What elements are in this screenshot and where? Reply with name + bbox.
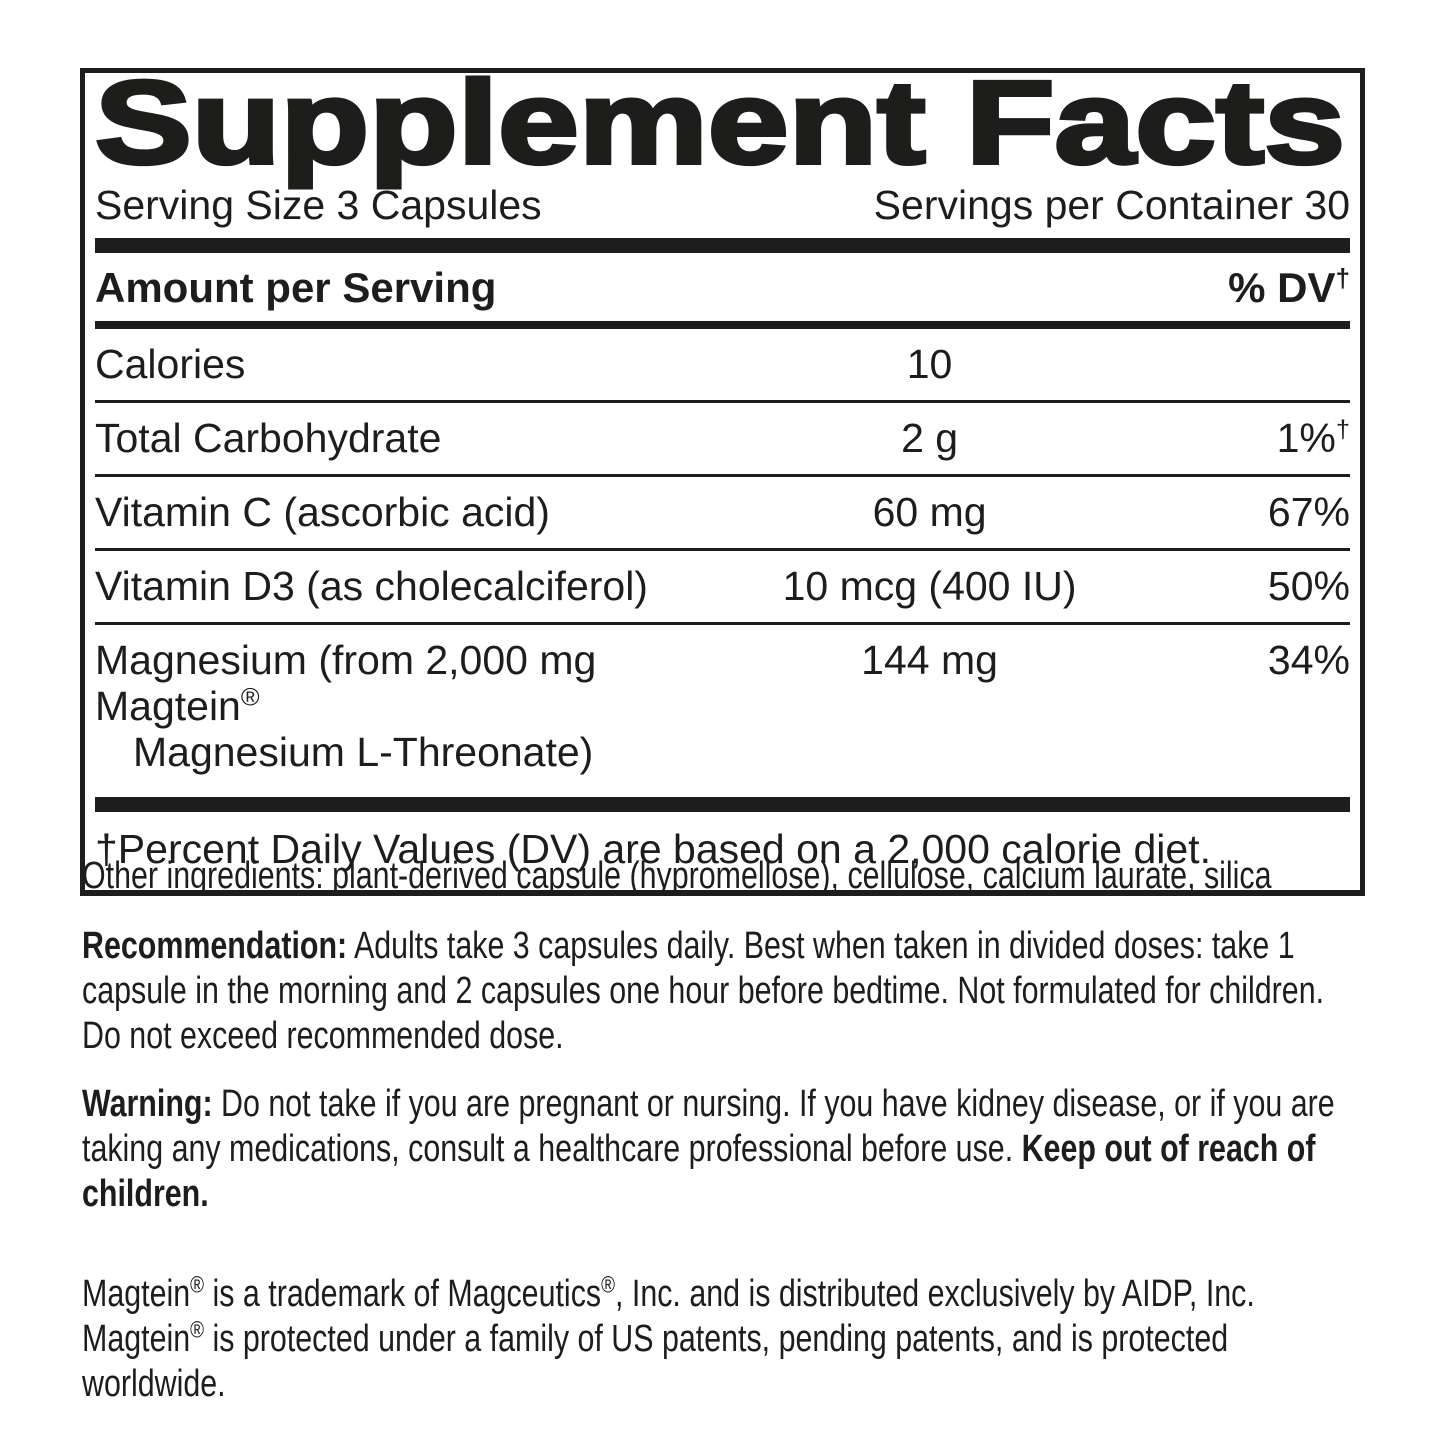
table-row: Calories 10 <box>95 329 1350 403</box>
divider-medium <box>95 321 1350 329</box>
other-ingredients-text: Other ingredients: plant-derived capsule… <box>82 855 1272 897</box>
table-header-row: Amount per Serving % DV† <box>95 253 1350 321</box>
panel-title: Supplement Facts <box>93 55 1347 191</box>
divider-thick-top <box>95 238 1350 253</box>
nutrient-amount: 2 g <box>901 415 959 461</box>
serving-info-row: Serving Size 3 Capsules Servings per Con… <box>95 181 1350 229</box>
nutrient-dv: 1%† <box>1276 415 1350 461</box>
percent-dv-header: % DV† <box>1228 263 1350 311</box>
nutrient-dv: 34% <box>1267 637 1350 683</box>
nutrient-dv: 67% <box>1267 489 1350 535</box>
dv-footnote: †Percent Daily Values (DV) are based on … <box>95 826 1211 872</box>
nutrient-amount: 10 mcg (400 IU) <box>782 563 1077 609</box>
nutrient-amount: 60 mg <box>872 489 987 535</box>
table-row: Magnesium (from 2,000 mg Magtein® Magnes… <box>95 625 1350 797</box>
recommendation-text: Recommendation: Adults take 3 capsules d… <box>82 925 1325 1057</box>
warning-text: Warning: Do not take if you are pregnant… <box>82 1083 1335 1215</box>
nutrient-name: Total Carbohydrate <box>95 415 442 461</box>
amount-per-serving-header: Amount per Serving <box>95 264 497 311</box>
nutrient-name-line2: Magnesium L-Threonate) <box>133 729 594 775</box>
panel-title-text: Supplement Facts <box>95 57 1345 189</box>
nutrient-name: Magnesium (from 2,000 mg Magtein® Magnes… <box>95 637 760 775</box>
nutrient-name: Vitamin D3 (as cholecalciferol) <box>95 563 648 609</box>
nutrient-amount: 10 <box>906 341 953 387</box>
trademark-text: Magtein® is a trademark of Magceutics®, … <box>82 1271 1255 1405</box>
nutrient-amount: 144 mg <box>861 637 998 683</box>
nutrient-name: Calories <box>95 341 246 387</box>
table-row: Vitamin C (ascorbic acid) 60 mg 67% <box>95 477 1350 551</box>
nutrient-name-line1: Magnesium (from 2,000 mg Magtein® <box>95 637 597 729</box>
servings-per-container: Servings per Container 30 <box>873 182 1350 228</box>
supplement-facts-panel: Supplement Facts Serving Size 3 Capsules… <box>80 55 1365 896</box>
table-row: Vitamin D3 (as cholecalciferol) 10 mcg (… <box>95 551 1350 625</box>
serving-size: Serving Size 3 Capsules <box>95 182 542 228</box>
nutrient-name: Vitamin C (ascorbic acid) <box>95 489 550 535</box>
divider-thick-bottom <box>95 797 1350 812</box>
nutrient-dv: 50% <box>1267 563 1350 609</box>
table-row: Total Carbohydrate 2 g 1%† <box>95 403 1350 477</box>
